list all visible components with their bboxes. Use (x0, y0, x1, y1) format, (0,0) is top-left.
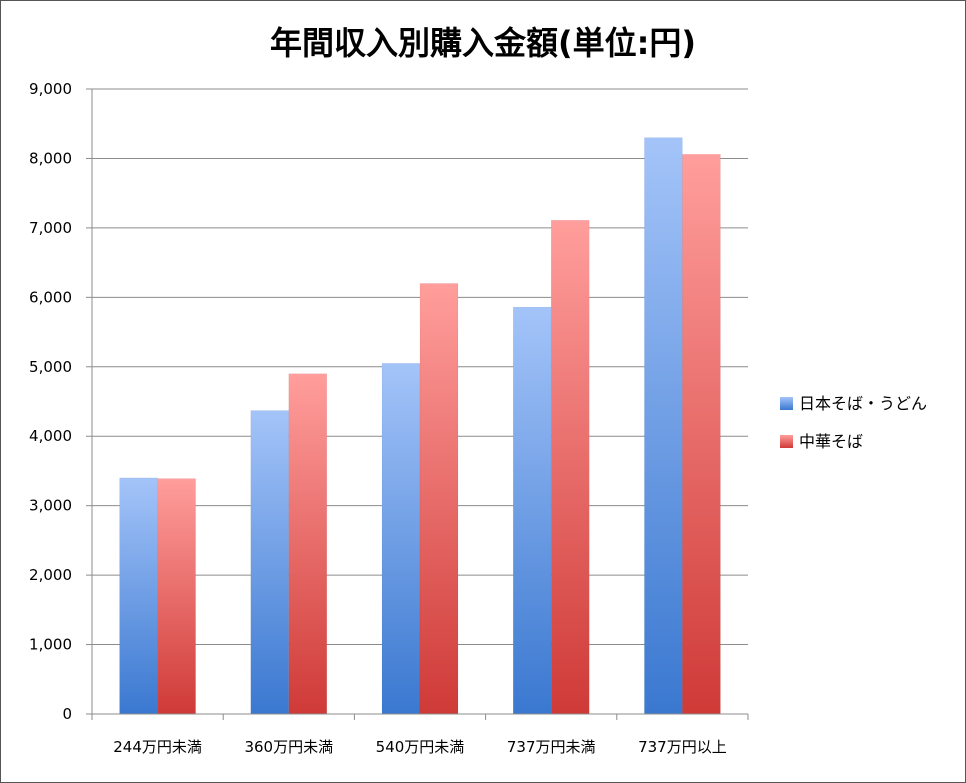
legend-label: 中華そば (799, 432, 863, 451)
y-tick-label: 2,000 (29, 566, 72, 584)
y-tick-label: 8,000 (29, 149, 72, 167)
y-tick-label: 6,000 (29, 288, 72, 306)
bar-nihon-soba-udon (644, 137, 683, 715)
x-tick-label: 737万円未満 (507, 738, 596, 756)
y-tick-label: 1,000 (29, 636, 72, 654)
y-tick-label: 4,000 (29, 427, 72, 445)
x-tick-label: 737万円以上 (638, 738, 727, 756)
bar-chuka-soba (288, 373, 328, 715)
bar-chuka-soba (682, 154, 721, 715)
chart-title: 年間収入別購入金額(単位:円) (269, 24, 697, 62)
axes: 0 1,000 2,000 3,000 4,000 5,000 6,000 7,000 8,00… (29, 80, 749, 756)
y-tick-label: 5,000 (29, 358, 72, 376)
y-tick-label: 3,000 (29, 497, 72, 515)
bar-nihon-soba-udon (381, 363, 421, 715)
bar-nihon-soba-udon (512, 306, 552, 715)
bar-nihon-soba-udon (119, 477, 158, 715)
x-tick-label: 244万円未満 (113, 738, 202, 756)
bar-chuka-soba (419, 283, 459, 715)
y-tick-label: 9,000 (29, 80, 72, 98)
bar-nihon-soba-udon (250, 410, 290, 715)
bar-chuka-soba (550, 220, 590, 715)
bar-chuka-soba (157, 478, 196, 715)
y-tick-label: 7,000 (29, 219, 72, 237)
x-tick-label: 540万円未満 (376, 738, 465, 756)
legend-label: 日本そば・うどん (799, 394, 927, 413)
x-tick-label: 360万円未満 (244, 738, 333, 756)
legend-swatch (780, 435, 793, 448)
y-tick-label: 0 (62, 705, 72, 723)
bars (119, 137, 721, 715)
legend-swatch (780, 397, 793, 410)
